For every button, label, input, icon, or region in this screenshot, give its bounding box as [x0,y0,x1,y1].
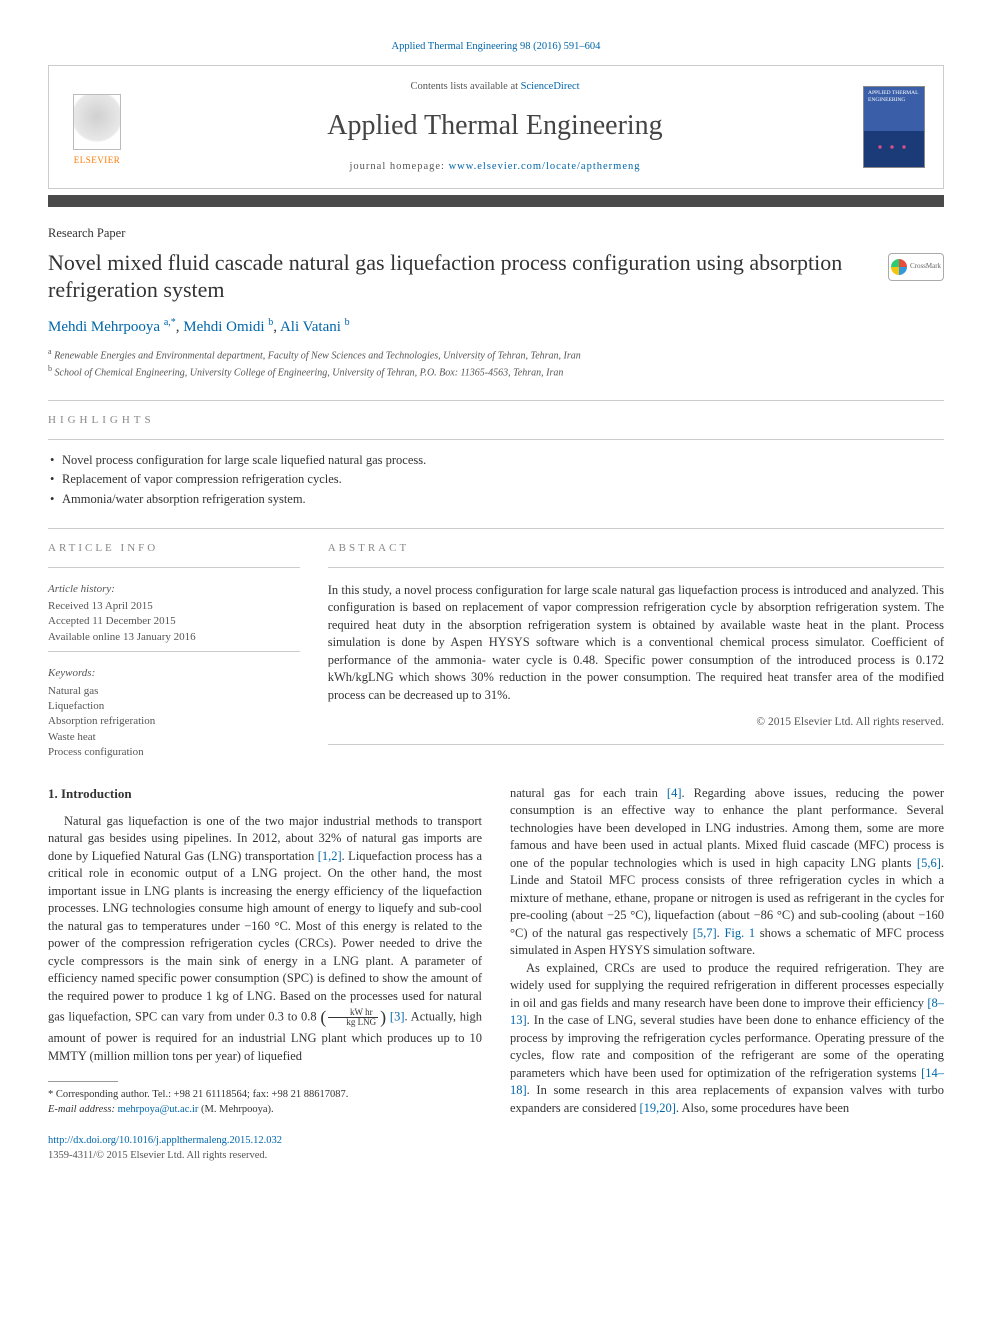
crossmark-badge[interactable]: CrossMark [888,253,944,281]
author-2[interactable]: Mehdi Omidi [183,319,268,335]
history-head: Article history: [48,582,300,597]
highlight-item: Ammonia/water absorption refrigeration s… [48,491,944,509]
footnotes: * Corresponding author. Tel.: +98 21 611… [48,1088,482,1117]
body-text: natural gas for each train [510,786,667,800]
article-type: Research Paper [48,225,944,243]
section-rule [48,528,944,529]
author-1[interactable]: Mehdi Mehrpooya [48,319,164,335]
author-sep: , [273,319,280,335]
body-column-left: 1. Introduction Natural gas liquefaction… [48,785,482,1118]
body-paragraph: natural gas for each train [4]. Regardin… [510,785,944,960]
history-online: Available online 13 January 2016 [48,630,300,645]
journal-citation: Applied Thermal Engineering 98 (2016) 59… [48,40,944,55]
body-paragraph: As explained, CRCs are used to produce t… [510,960,944,1118]
sciencedirect-link[interactable]: ScienceDirect [521,81,580,92]
article-title: Novel mixed fluid cascade natural gas li… [48,249,888,304]
publisher-name: ELSEVIER [74,154,121,167]
author-1-aff: a,* [164,317,176,328]
journal-header: ELSEVIER Contents lists available at Sci… [48,65,944,190]
keywords-head: Keywords: [48,666,300,681]
email-label: E-mail address: [48,1104,118,1115]
section-rule [48,439,944,440]
fraction-den: kg LNG [328,1018,378,1027]
article-body: 1. Introduction Natural gas liquefaction… [48,785,944,1118]
keyword: Natural gas [48,684,300,699]
article-info: ARTICLE INFO Article history: Received 1… [48,541,300,760]
header-divider-bar [48,195,944,207]
intro-paragraph: Natural gas liquefaction is one of the t… [48,813,482,1066]
email-line: E-mail address: mehrpoya@ut.ac.ir (M. Me… [48,1103,482,1118]
homepage-link[interactable]: www.elsevier.com/locate/apthermeng [449,161,641,172]
journal-title: Applied Thermal Engineering [127,106,863,145]
author-3[interactable]: Ali Vatani [280,319,345,335]
crossmark-icon [891,259,907,275]
ref-link[interactable]: [19,20] [639,1101,675,1115]
aff-b-text: School of Chemical Engineering, Universi… [52,367,563,378]
aff-a-text: Renewable Energies and Environmental dep… [52,350,581,361]
page-footer: http://dx.doi.org/10.1016/j.applthermale… [48,1134,944,1163]
body-column-right: natural gas for each train [4]. Regardin… [510,785,944,1118]
keyword: Waste heat [48,730,300,745]
abstract-copyright: © 2015 Elsevier Ltd. All rights reserved… [328,714,944,730]
ref-link[interactable]: [3] [390,1010,405,1024]
ref-link[interactable]: [1,2] [318,849,342,863]
keyword: Absorption refrigeration [48,714,300,729]
header-center: Contents lists available at ScienceDirec… [127,80,863,175]
email-attrib: (M. Mehrpooya). [198,1104,273,1115]
journal-homepage: journal homepage: www.elsevier.com/locat… [127,160,863,175]
publisher-logo[interactable]: ELSEVIER [67,87,127,167]
body-text: . In the case of LNG, several studies ha… [510,1013,944,1080]
highlights: Novel process configuration for large sc… [48,452,944,509]
body-text: . Liquefaction process has a critical ro… [48,849,482,1024]
contents-line: Contents lists available at ScienceDirec… [127,80,863,95]
ref-link[interactable]: [5,6] [917,856,941,870]
doi-link[interactable]: http://dx.doi.org/10.1016/j.applthermale… [48,1135,282,1146]
body-text: As explained, CRCs are used to produce t… [510,961,944,1010]
figure-link[interactable]: Fig. 1 [724,926,755,940]
highlights-label: HIGHLIGHTS [48,413,944,428]
affiliation-a: a Renewable Energies and Environmental d… [48,346,944,363]
paren: ( [320,1007,326,1027]
intro-heading: 1. Introduction [48,785,482,803]
affiliation-b: b School of Chemical Engineering, Univer… [48,363,944,380]
section-rule [328,567,944,568]
fraction: kW hrkg LNG [328,1008,378,1027]
email-link[interactable]: mehrpoya@ut.ac.ir [118,1104,199,1115]
section-rule [48,567,300,568]
body-text: . Also, some procedures have been [676,1101,849,1115]
article-info-label: ARTICLE INFO [48,541,300,556]
affiliations: a Renewable Energies and Environmental d… [48,346,944,381]
issn-copyright: 1359-4311/© 2015 Elsevier Ltd. All right… [48,1149,944,1164]
section-rule [48,651,300,652]
abstract-label: ABSTRACT [328,541,944,556]
homepage-prefix: journal homepage: [350,161,449,172]
abstract-text: In this study, a novel process configura… [328,582,944,705]
history-received: Received 13 April 2015 [48,599,300,614]
footnote-separator [48,1081,118,1082]
highlight-item: Novel process configuration for large sc… [48,452,944,470]
section-rule [48,400,944,401]
cover-title: APPLIED THERMAL ENGINEERING [864,87,924,106]
abstract: ABSTRACT In this study, a novel process … [328,541,944,760]
ref-link[interactable]: [4] [667,786,682,800]
keyword: Liquefaction [48,699,300,714]
history-accepted: Accepted 11 December 2015 [48,614,300,629]
contents-prefix: Contents lists available at [410,81,520,92]
ref-link[interactable]: [5,7] [693,926,717,940]
section-rule [328,744,944,745]
keyword: Process configuration [48,745,300,760]
authors: Mehdi Mehrpooya a,*, Mehdi Omidi b, Ali … [48,316,944,338]
corresponding-author: * Corresponding author. Tel.: +98 21 611… [48,1088,482,1103]
elsevier-tree-icon [73,94,121,150]
highlight-item: Replacement of vapor compression refrige… [48,471,944,489]
crossmark-label: CrossMark [910,262,941,272]
author-3-aff: b [345,317,350,328]
journal-cover-thumb[interactable]: APPLIED THERMAL ENGINEERING [863,86,925,168]
journal-citation-link[interactable]: Applied Thermal Engineering 98 (2016) 59… [392,41,601,52]
